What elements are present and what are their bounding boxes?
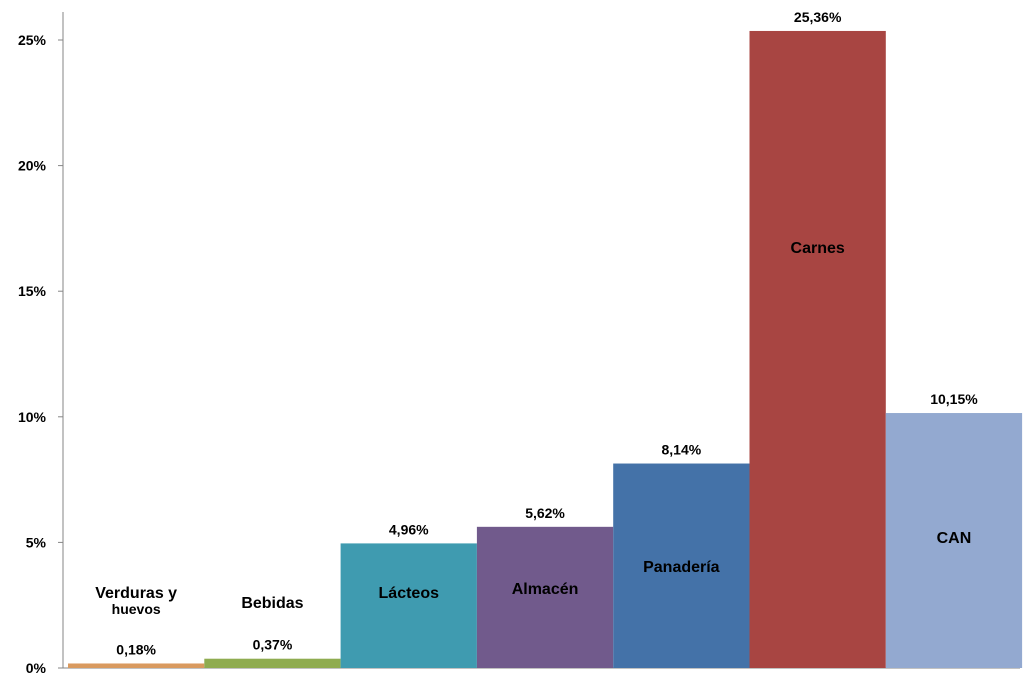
y-tick-label: 25%: [18, 32, 47, 48]
bar: [204, 658, 341, 668]
category-label: huevos: [112, 601, 161, 617]
data-label: 10,15%: [930, 391, 978, 407]
category-label: Lácteos: [379, 585, 440, 602]
bar: [749, 30, 886, 669]
bar: [68, 663, 205, 668]
y-tick-label: 15%: [18, 283, 47, 299]
data-label: 0,37%: [253, 637, 293, 653]
data-label: 4,96%: [389, 521, 429, 537]
category-label: Verduras y: [95, 585, 177, 602]
y-tick-label: 5%: [26, 534, 47, 550]
category-label: Bebidas: [241, 595, 303, 612]
category-label: Panadería: [643, 559, 720, 576]
data-label: 0,18%: [116, 641, 156, 657]
category-label: Carnes: [791, 240, 845, 257]
bar: [885, 413, 1023, 668]
bar: [613, 463, 750, 668]
category-label: Almacén: [512, 581, 579, 598]
data-label: 8,14%: [661, 442, 701, 458]
y-tick-label: 0%: [26, 660, 47, 675]
data-label: 25,36%: [794, 9, 842, 25]
data-label: 5,62%: [525, 505, 565, 521]
bar: [476, 526, 614, 668]
bar: [340, 543, 477, 668]
y-tick-label: 10%: [18, 409, 47, 425]
bars: [68, 30, 1023, 669]
category-label: CAN: [937, 530, 972, 547]
y-tick-label: 20%: [18, 158, 47, 174]
